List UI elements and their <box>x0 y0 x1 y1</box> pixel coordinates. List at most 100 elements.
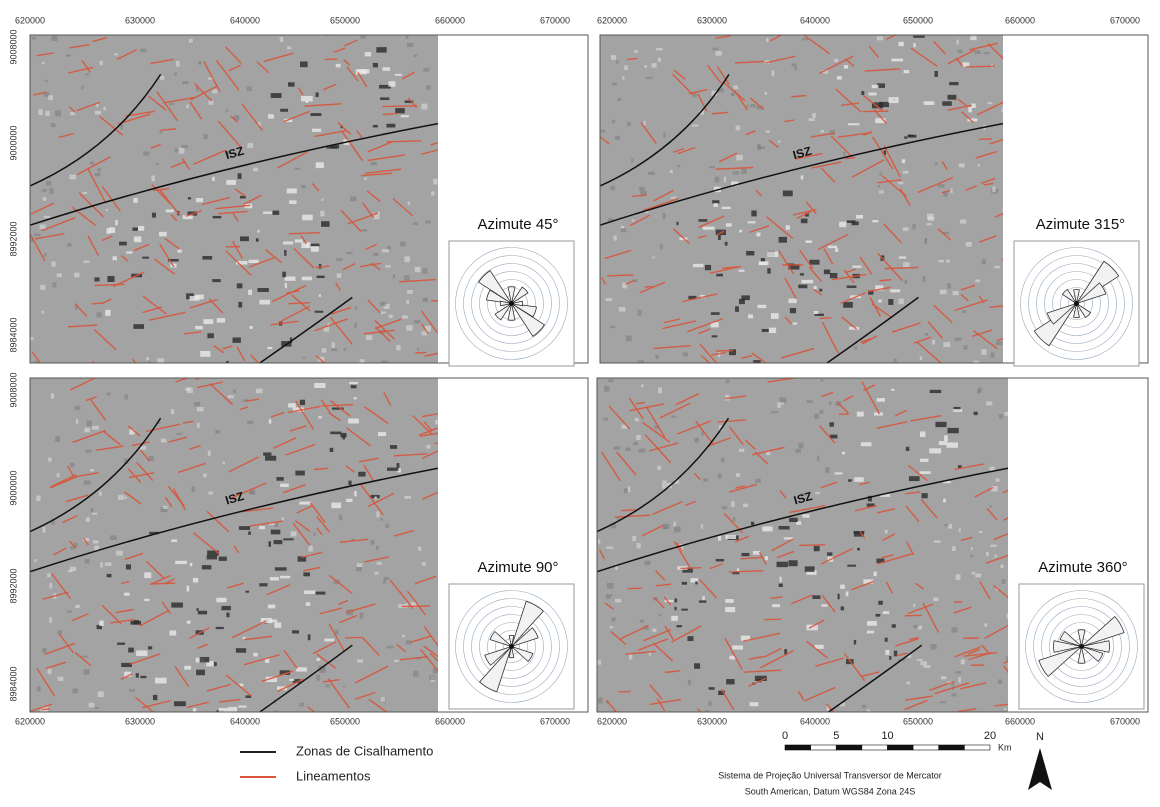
relief-texture <box>45 111 50 116</box>
north-label: N <box>1036 731 1044 743</box>
relief-texture <box>322 348 327 352</box>
relief-texture <box>190 563 193 566</box>
relief-texture <box>354 397 357 399</box>
relief-texture <box>140 49 146 53</box>
relief-texture <box>426 85 431 90</box>
relief-texture <box>819 289 822 292</box>
relief-texture <box>133 324 144 329</box>
relief-texture <box>86 517 90 522</box>
relief-texture <box>383 580 386 584</box>
relief-texture <box>970 555 973 558</box>
relief-texture <box>42 62 44 64</box>
relief-texture <box>271 93 282 98</box>
relief-texture <box>287 188 297 193</box>
relief-texture <box>809 118 815 121</box>
relief-texture <box>309 244 319 247</box>
relief-texture <box>51 393 54 398</box>
relief-texture <box>90 469 94 472</box>
relief-texture <box>186 105 189 109</box>
relief-texture <box>1002 108 1007 113</box>
relief-texture <box>767 268 770 273</box>
relief-texture <box>674 526 681 532</box>
relief-texture <box>883 611 889 614</box>
x-coordinate-label: 670000 <box>1110 15 1140 25</box>
relief-texture <box>303 357 306 359</box>
relief-texture <box>611 55 616 60</box>
relief-texture <box>285 283 287 288</box>
relief-texture <box>346 252 353 254</box>
relief-texture <box>331 348 337 351</box>
relief-texture <box>387 468 398 471</box>
relief-texture <box>736 126 741 131</box>
relief-texture <box>263 452 271 455</box>
scale-label: 10 <box>881 730 893 742</box>
relief-texture <box>753 551 760 555</box>
lineament <box>92 303 104 304</box>
relief-texture <box>382 249 389 252</box>
relief-texture <box>888 97 898 103</box>
relief-texture <box>671 197 677 199</box>
relief-texture <box>193 578 198 583</box>
relief-texture <box>814 546 820 551</box>
relief-texture <box>889 656 891 660</box>
relief-texture <box>975 50 981 54</box>
relief-texture <box>861 442 872 446</box>
relief-texture <box>295 239 303 242</box>
relief-texture <box>843 152 845 156</box>
scale-segment <box>836 745 862 750</box>
relief-texture <box>731 92 735 96</box>
relief-texture <box>748 221 756 223</box>
relief-texture <box>829 402 831 405</box>
relief-texture <box>118 495 124 500</box>
relief-texture <box>643 121 645 125</box>
relief-texture <box>708 702 712 706</box>
relief-texture <box>196 198 203 202</box>
relief-texture <box>83 261 89 263</box>
relief-texture <box>37 686 41 691</box>
relief-texture <box>257 288 268 292</box>
relief-texture <box>612 83 617 86</box>
relief-texture <box>435 420 440 424</box>
relief-texture <box>280 576 290 579</box>
lineament <box>618 691 630 692</box>
relief-texture <box>756 233 760 237</box>
relief-texture <box>144 572 151 578</box>
relief-texture <box>357 659 363 662</box>
relief-texture <box>174 72 177 75</box>
relief-texture <box>688 680 691 686</box>
relief-texture <box>343 348 345 351</box>
relief-texture <box>639 449 645 453</box>
relief-texture <box>674 607 676 610</box>
relief-texture <box>660 244 663 249</box>
relief-texture <box>376 511 379 517</box>
relief-texture <box>76 419 78 423</box>
relief-texture <box>828 246 837 248</box>
relief-texture <box>70 463 74 467</box>
relief-texture <box>376 47 386 52</box>
relief-texture <box>854 477 864 482</box>
relief-texture <box>166 209 174 212</box>
x-coordinate-label: 660000 <box>435 15 465 25</box>
relief-texture <box>292 630 299 633</box>
relief-texture <box>357 563 363 567</box>
relief-texture <box>395 74 402 76</box>
relief-texture <box>984 52 990 54</box>
relief-texture <box>784 537 793 539</box>
relief-texture <box>644 65 647 68</box>
relief-texture <box>51 36 57 41</box>
relief-texture <box>57 473 60 477</box>
relief-texture <box>346 499 352 502</box>
relief-texture <box>632 220 635 222</box>
relief-texture <box>306 602 311 606</box>
relief-texture <box>268 541 270 547</box>
relief-texture <box>258 230 260 233</box>
relief-texture <box>200 351 210 357</box>
relief-texture <box>90 508 93 512</box>
relief-texture <box>433 179 437 185</box>
relief-texture <box>256 389 263 393</box>
relief-texture <box>248 260 258 263</box>
relief-texture <box>212 177 214 181</box>
relief-texture <box>671 416 676 418</box>
relief-texture <box>956 574 961 580</box>
relief-texture <box>830 273 837 278</box>
